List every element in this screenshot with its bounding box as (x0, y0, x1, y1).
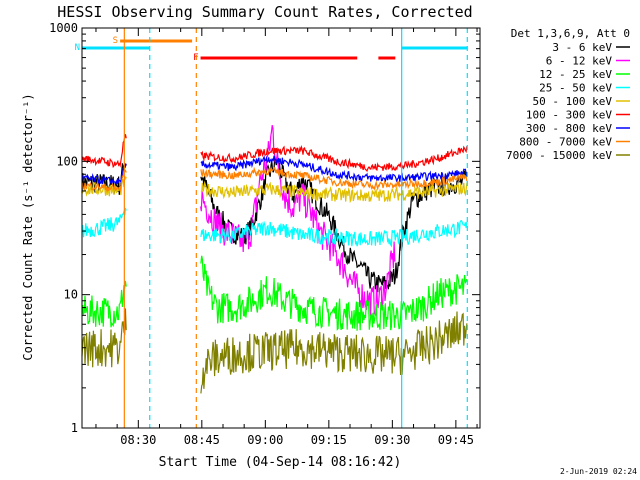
legend-label: 6 - 12 keV (546, 55, 613, 68)
y-tick-label: 1 (71, 421, 78, 435)
x-tick-label: 08:30 (120, 433, 156, 447)
x-tick-label: 09:45 (438, 433, 474, 447)
legend-label: 25 - 50 keV (539, 82, 612, 95)
time-markers (123, 28, 468, 428)
series-line (81, 207, 468, 248)
series-line (81, 308, 468, 394)
x-tick-label: 09:30 (374, 433, 410, 447)
y-tick-label: 10 (64, 288, 78, 302)
series-line (200, 125, 396, 317)
legend-label: 3 - 6 keV (552, 41, 612, 54)
chart-title: HESSI Observing Summary Count Rates, Cor… (57, 3, 472, 21)
flag-label: S (113, 36, 118, 46)
series-group (81, 125, 468, 394)
footer-date: 2-Jun-2019 02:24 (560, 467, 637, 476)
legend-title: Det 1,3,6,9, Att 0 (511, 27, 630, 40)
legend-label: 100 - 300 keV (526, 109, 612, 122)
plot-frame (81, 27, 481, 429)
legend-label: 300 - 800 keV (526, 122, 612, 135)
plot-axes: 1 10 100 1000 08:30 08:45 09:00 09:15 09:30 09:45 (49, 21, 481, 447)
legend-label: 800 - 7000 keV (519, 136, 612, 149)
x-tick-label: 09:15 (311, 433, 347, 447)
series-line (81, 255, 468, 331)
y-tick-label: 100 (56, 154, 78, 168)
y-axis-label: Corrected Count Rate (s⁻¹ detector⁻¹) (21, 93, 35, 360)
observing-flags: SNF (75, 36, 468, 63)
legend-label: 50 - 100 keV (533, 95, 613, 108)
legend-label: 12 - 25 keV (539, 68, 612, 81)
x-tick-label: 08:45 (184, 433, 220, 447)
y-tick-label: 1000 (49, 21, 78, 35)
series-line (81, 166, 468, 193)
flag-label: N (75, 43, 80, 53)
series-line (81, 134, 468, 173)
x-axis-label: Start Time (04-Sep-14 08:16:42) (159, 455, 402, 470)
x-tick-label: 09:00 (247, 433, 283, 447)
legend-label: 7000 - 15000 keV (506, 149, 612, 162)
series-line (81, 155, 468, 187)
